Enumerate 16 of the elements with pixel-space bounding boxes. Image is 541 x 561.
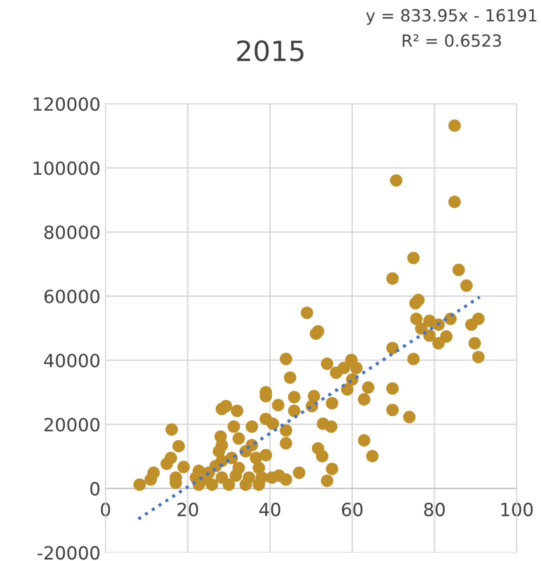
y-tick-label: 20000 bbox=[44, 418, 100, 432]
chart-title: 2015 bbox=[237, 40, 304, 62]
text: R² = 0.6523 bbox=[402, 34, 501, 47]
x-tick-label: 20 bbox=[178, 502, 198, 516]
x-tick-label: 60 bbox=[342, 502, 362, 516]
y-tick-label: -20000 bbox=[38, 546, 100, 560]
y-tick-label: 100000 bbox=[34, 161, 100, 176]
text: y = 833.95x - 16191 bbox=[366, 9, 536, 25]
y-tick-label: 120000 bbox=[34, 97, 100, 111]
x-tick-label: 40 bbox=[259, 502, 280, 516]
x-tick-label: 80 bbox=[424, 502, 445, 516]
y-tick-label: 60000 bbox=[44, 290, 100, 304]
x-tick-label: 100 bbox=[501, 502, 533, 516]
y-tick-label: 40000 bbox=[44, 354, 100, 368]
y-tick-label: 0 bbox=[90, 482, 100, 496]
y-tick-label: 80000 bbox=[44, 225, 100, 240]
